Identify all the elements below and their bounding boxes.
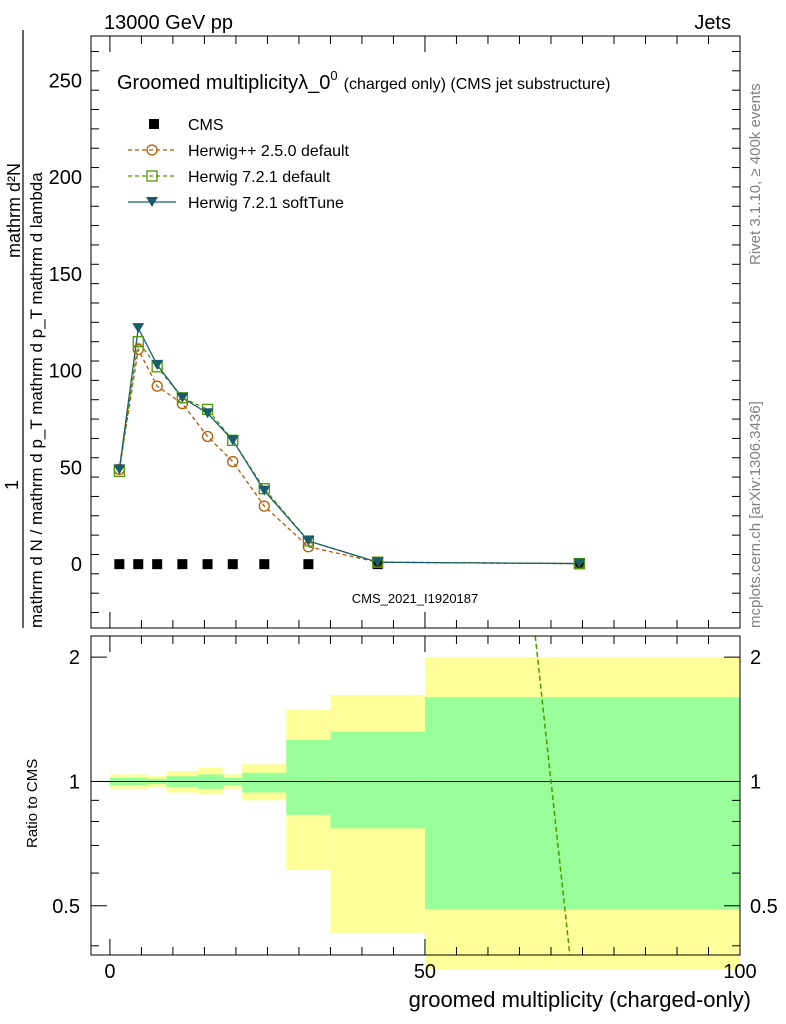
legend-herwigpp-label: Herwig++ 2.5.0 default: [188, 143, 350, 160]
header-left: 13000 GeV pp: [104, 12, 233, 34]
ratio-ytick-label: 2: [69, 647, 80, 669]
xtick-label: 50: [414, 961, 436, 983]
data-point-herwigpp: [201, 430, 214, 443]
ratio-band-inner: [286, 739, 331, 815]
rivet-label: Rivet 3.1.10, ≥ 400k events: [747, 83, 764, 265]
main-y-ticks: 0 50 100 150 200 250: [49, 50, 740, 614]
data-point-cms: [133, 559, 144, 570]
ylabel-denominator: mathrm d N / mathrm d p_T mathrm d p_T m…: [27, 172, 46, 628]
data-point-cms: [227, 559, 238, 570]
series-line-softtune: [118, 325, 580, 565]
data-point-herwigpp: [151, 380, 163, 392]
data-point-cms: [114, 559, 125, 570]
main-ytick-label: 200: [49, 167, 82, 189]
legend-herwig721-label: Herwig 7.2.1 default: [188, 169, 331, 186]
legend: CMS Herwig++ 2.5.0 default Herwig 7.2.1 …: [128, 117, 350, 212]
main-panel: 0 50 100 150 200 250 CMS_2021_I1920187 Groome…: [49, 35, 741, 629]
main-ytick-label: 150: [49, 264, 82, 286]
data-point-herwigpp: [227, 455, 239, 468]
ratio-ytick-label-right: 0.5: [750, 896, 778, 918]
ratio-ytick-label-right: 1: [750, 771, 761, 793]
legend-softtune-label: Herwig 7.2.1 softTune: [188, 195, 344, 212]
ylabel-numerator: 1: [2, 480, 22, 490]
header-right: Jets: [694, 12, 731, 34]
legend-softtune-marker: [146, 197, 158, 207]
main-plot-frame: [90, 35, 741, 629]
legend-herwigpp-marker: [146, 144, 158, 156]
data-point-softtune: [113, 464, 126, 475]
ratio-plot-frame: [90, 635, 741, 956]
main-ytick-label: 100: [49, 361, 82, 383]
plot-title: Groomed multiplicityλ_00 (charged only) (…: [117, 68, 610, 94]
data-point-herwigpp: [132, 343, 144, 356]
data-point-cms: [303, 559, 314, 570]
mcplots-label: mcplots.cern.ch [arXiv:1306.3436]: [747, 401, 764, 628]
ratio-series: [534, 635, 571, 956]
plot-title-sub: (charged only) (CMS jet substructure): [344, 76, 611, 93]
plot-title-main: Groomed multiplicityλ_0: [117, 72, 330, 94]
data-point-softtune: [226, 435, 239, 446]
ratio-ylabel: Ratio to CMS: [24, 759, 41, 848]
x-axis-label: groomed multiplicity (charged-only): [409, 987, 751, 1012]
data-point-herwigpp: [258, 500, 270, 512]
data-point-softtune: [371, 557, 384, 568]
main-series: [113, 323, 586, 570]
data-point-softtune: [132, 323, 145, 334]
ratio-band-inner: [424, 697, 740, 910]
series-line-herwigpp: [118, 347, 580, 565]
data-point-softtune: [201, 408, 214, 419]
ratio-panel: 0.5 0.5 1 1 2 2 0 50 100 Ratio to CMS groomed m…: [24, 635, 778, 1012]
ratio-y-ticks: 0.5 0.5 1 1 2 2: [52, 647, 778, 947]
legend-cms-label: CMS: [188, 117, 224, 134]
main-ytick-label: 50: [60, 457, 82, 479]
xtick-label: 100: [723, 961, 756, 983]
main-ytick-label: 0: [71, 554, 82, 576]
main-ylabel: mathrm d²N 1 mathrm d N / mathrm d p_T m…: [2, 30, 46, 628]
main-ytick-label: 250: [49, 70, 82, 92]
ratio-band-inner: [242, 772, 287, 793]
data-point-cms: [177, 559, 188, 570]
data-point-softtune: [151, 359, 164, 370]
data-point-cms: [152, 559, 163, 570]
ratio-line-herwig721: [534, 635, 571, 956]
legend-herwig721-marker: [146, 170, 158, 182]
legend-cms-marker: [149, 119, 159, 129]
data-point-softtune: [573, 558, 586, 569]
data-point-softtune: [176, 392, 189, 403]
ratio-bands: [109, 657, 740, 970]
series-line-herwig721: [118, 340, 580, 565]
ratio-ytick-label-right: 2: [750, 647, 761, 669]
ratio-ytick-label: 1: [69, 771, 80, 793]
data-point-cms: [259, 559, 270, 570]
data-point-cms: [202, 559, 213, 570]
data-point-softtune: [258, 485, 271, 496]
xtick-label: 0: [104, 961, 115, 983]
ratio-ytick-label: 0.5: [52, 896, 80, 918]
ratio-x-ticks: 0 50 100: [104, 636, 757, 983]
data-point-herwig721: [132, 336, 144, 348]
main-x-ticks: [109, 36, 741, 628]
watermark: CMS_2021_I1920187: [352, 591, 479, 606]
ratio-band-inner: [330, 731, 425, 829]
ylabel-top: mathrm d²N: [4, 163, 24, 258]
data-point-softtune: [302, 535, 315, 546]
plot-title-sup: 0: [330, 68, 337, 83]
